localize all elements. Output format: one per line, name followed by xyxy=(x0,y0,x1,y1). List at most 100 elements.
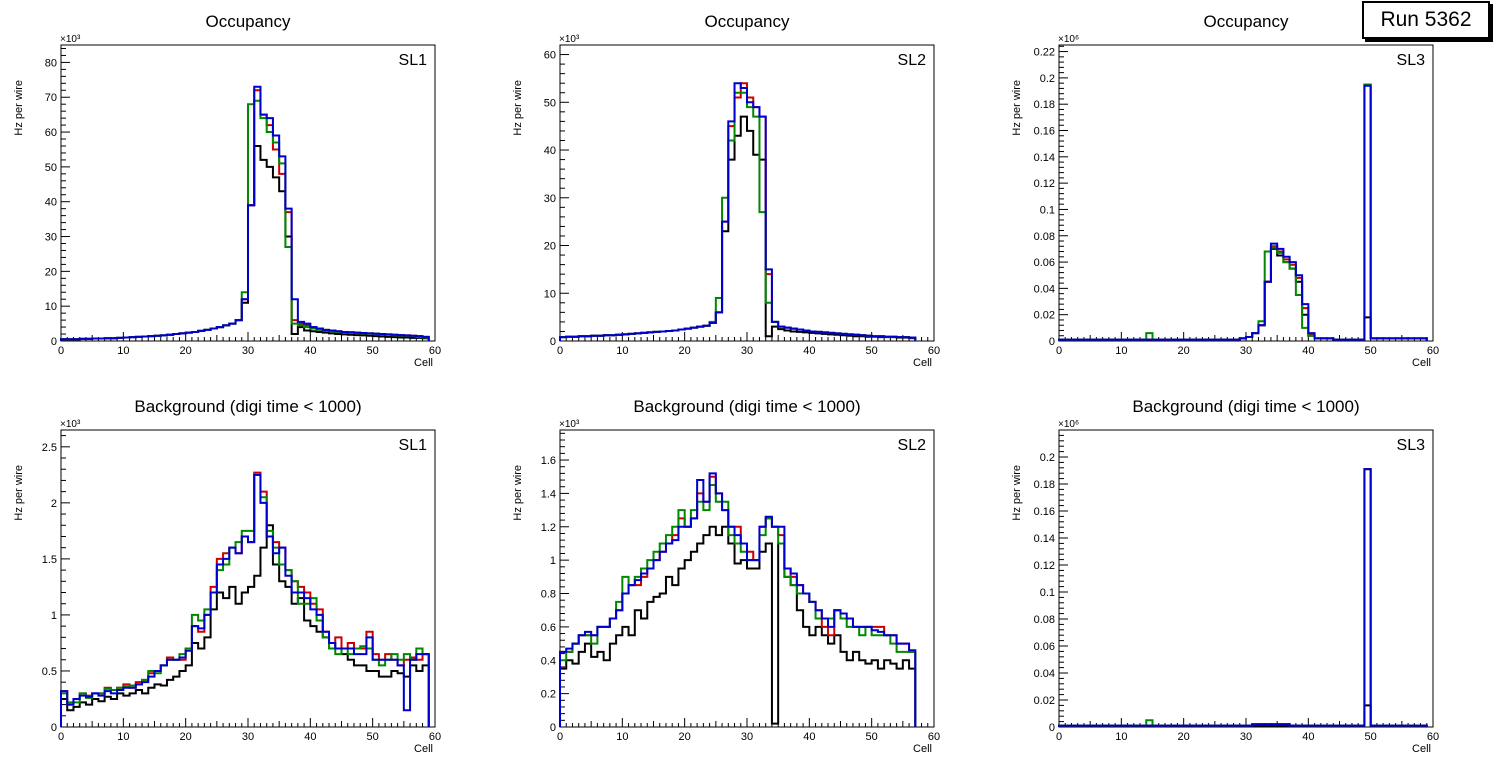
y-tick-label: 2.5 xyxy=(42,442,57,454)
x-tick-label: 50 xyxy=(1365,731,1377,743)
y-tick-label: 0 xyxy=(1049,336,1055,348)
y-tick-label: 30 xyxy=(45,232,57,244)
series-blue xyxy=(60,85,430,341)
y-exponent-label: ×10³ xyxy=(60,34,81,45)
y-tick-label: 0.06 xyxy=(1034,641,1055,653)
x-tick-label: 60 xyxy=(1427,731,1439,743)
superlayer-label: SL3 xyxy=(1397,437,1426,454)
y-tick-label: 30 xyxy=(544,193,556,205)
x-tick-label: 60 xyxy=(1427,345,1439,357)
panel-6: Background (digi time < 1000) SL3 ×10⁶ Hz p… xyxy=(1011,397,1439,755)
x-tick-label: 10 xyxy=(616,731,628,743)
x-tick-label: 30 xyxy=(741,345,753,357)
series-black xyxy=(559,525,917,727)
y-tick-label: 1.4 xyxy=(541,488,556,500)
x-tick-label: 40 xyxy=(803,345,815,357)
x-tick-label: 50 xyxy=(866,731,878,743)
series-blue xyxy=(1058,84,1428,341)
y-exponent-label: ×10³ xyxy=(559,419,580,430)
x-tick-label: 30 xyxy=(242,345,254,357)
x-tick-label: 40 xyxy=(304,345,316,357)
y-tick-label: 0 xyxy=(51,722,57,734)
panel-4: Background (digi time < 1000) SL1 ×10³ Hz p… xyxy=(13,397,441,755)
chart-title: Background (digi time < 1000) xyxy=(1132,397,1359,416)
y-tick-label: 60 xyxy=(45,127,57,139)
x-tick-label: 30 xyxy=(1240,345,1252,357)
x-axis-label: Cell xyxy=(414,357,433,369)
y-tick-label: 0.12 xyxy=(1034,178,1055,190)
x-axis-label: Cell xyxy=(913,743,932,755)
x-tick-label: 0 xyxy=(58,345,64,357)
x-tick-label: 0 xyxy=(58,731,64,743)
y-tick-label: 0.14 xyxy=(1034,533,1055,545)
y-tick-label: 80 xyxy=(45,57,57,69)
y-tick-label: 0.18 xyxy=(1034,479,1055,491)
y-tick-label: 40 xyxy=(45,197,57,209)
x-tick-label: 0 xyxy=(1056,731,1062,743)
y-tick-label: 0.18 xyxy=(1034,99,1055,111)
chart-title: Occupancy xyxy=(704,12,790,31)
y-tick-label: 0.2 xyxy=(1040,73,1055,85)
series-black xyxy=(60,144,430,341)
x-axis-label: Cell xyxy=(913,357,932,369)
x-tick-label: 40 xyxy=(304,731,316,743)
series-green xyxy=(559,484,917,727)
x-tick-label: 20 xyxy=(1178,345,1190,357)
superlayer-label: SL2 xyxy=(898,52,927,69)
y-exponent-label: ×10³ xyxy=(559,34,580,45)
y-tick-label: 70 xyxy=(45,92,57,104)
x-tick-label: 50 xyxy=(367,731,379,743)
x-tick-label: 10 xyxy=(117,731,129,743)
y-tick-label: 0.04 xyxy=(1034,283,1055,295)
x-tick-label: 20 xyxy=(1178,731,1190,743)
series-red xyxy=(559,82,917,341)
y-tick-label: 0.4 xyxy=(541,655,556,667)
x-tick-label: 50 xyxy=(866,345,878,357)
y-axis-label: Hz per wire xyxy=(1011,465,1023,521)
y-tick-label: 0.2 xyxy=(541,689,556,701)
panel-1: Occupancy SL1 ×10³ Hz per wire Cell 0 10 20 30 40… xyxy=(13,12,441,369)
chart-title: Occupancy xyxy=(205,12,291,31)
x-tick-label: 20 xyxy=(180,345,192,357)
panel-2: Occupancy SL2 ×10³ Hz per wire Cell 0 10 20 30 40… xyxy=(512,12,940,369)
y-tick-label: 20 xyxy=(544,241,556,253)
x-tick-label: 50 xyxy=(1365,345,1377,357)
y-tick-label: 0 xyxy=(1049,722,1055,734)
run-label-box: Run 5362 xyxy=(1362,1,1490,39)
y-tick-label: 0.02 xyxy=(1034,310,1055,322)
y-tick-label: 50 xyxy=(45,162,57,174)
superlayer-label: SL2 xyxy=(898,437,927,454)
plot-frame xyxy=(60,429,436,728)
superlayer-label: SL1 xyxy=(399,52,428,69)
y-tick-label: 1 xyxy=(51,610,57,622)
y-tick-label: 10 xyxy=(45,301,57,313)
y-tick-label: 1.6 xyxy=(541,455,556,467)
y-tick-label: 0.6 xyxy=(541,622,556,634)
series-blue xyxy=(559,472,917,727)
y-tick-label: 0.2 xyxy=(1040,452,1055,464)
y-axis-label: Hz per wire xyxy=(13,465,25,521)
x-tick-label: 60 xyxy=(429,731,441,743)
y-axis-label: Hz per wire xyxy=(13,80,25,136)
x-tick-label: 30 xyxy=(741,731,753,743)
y-tick-label: 50 xyxy=(544,97,556,109)
plot-frame xyxy=(559,429,935,728)
x-tick-label: 40 xyxy=(1302,345,1314,357)
x-tick-label: 10 xyxy=(117,345,129,357)
plot-frame xyxy=(1058,44,1434,342)
chart-title: Background (digi time < 1000) xyxy=(633,397,860,416)
y-tick-label: 0.08 xyxy=(1034,231,1055,243)
y-tick-label: 40 xyxy=(544,145,556,157)
y-tick-label: 0.14 xyxy=(1034,152,1055,164)
y-tick-label: 0.16 xyxy=(1034,126,1055,138)
x-tick-label: 10 xyxy=(616,345,628,357)
x-axis-label: Cell xyxy=(1412,357,1431,369)
panel-3: Occupancy SL3 ×10⁶ Hz per wire Cell 0 0.02 0.04… xyxy=(1011,12,1439,369)
x-tick-label: 40 xyxy=(1302,731,1314,743)
y-tick-label: 0.08 xyxy=(1034,614,1055,626)
y-tick-label: 1 xyxy=(550,555,556,567)
x-tick-label: 10 xyxy=(1115,731,1127,743)
x-tick-label: 0 xyxy=(557,731,563,743)
chart-title: Occupancy xyxy=(1203,12,1289,31)
